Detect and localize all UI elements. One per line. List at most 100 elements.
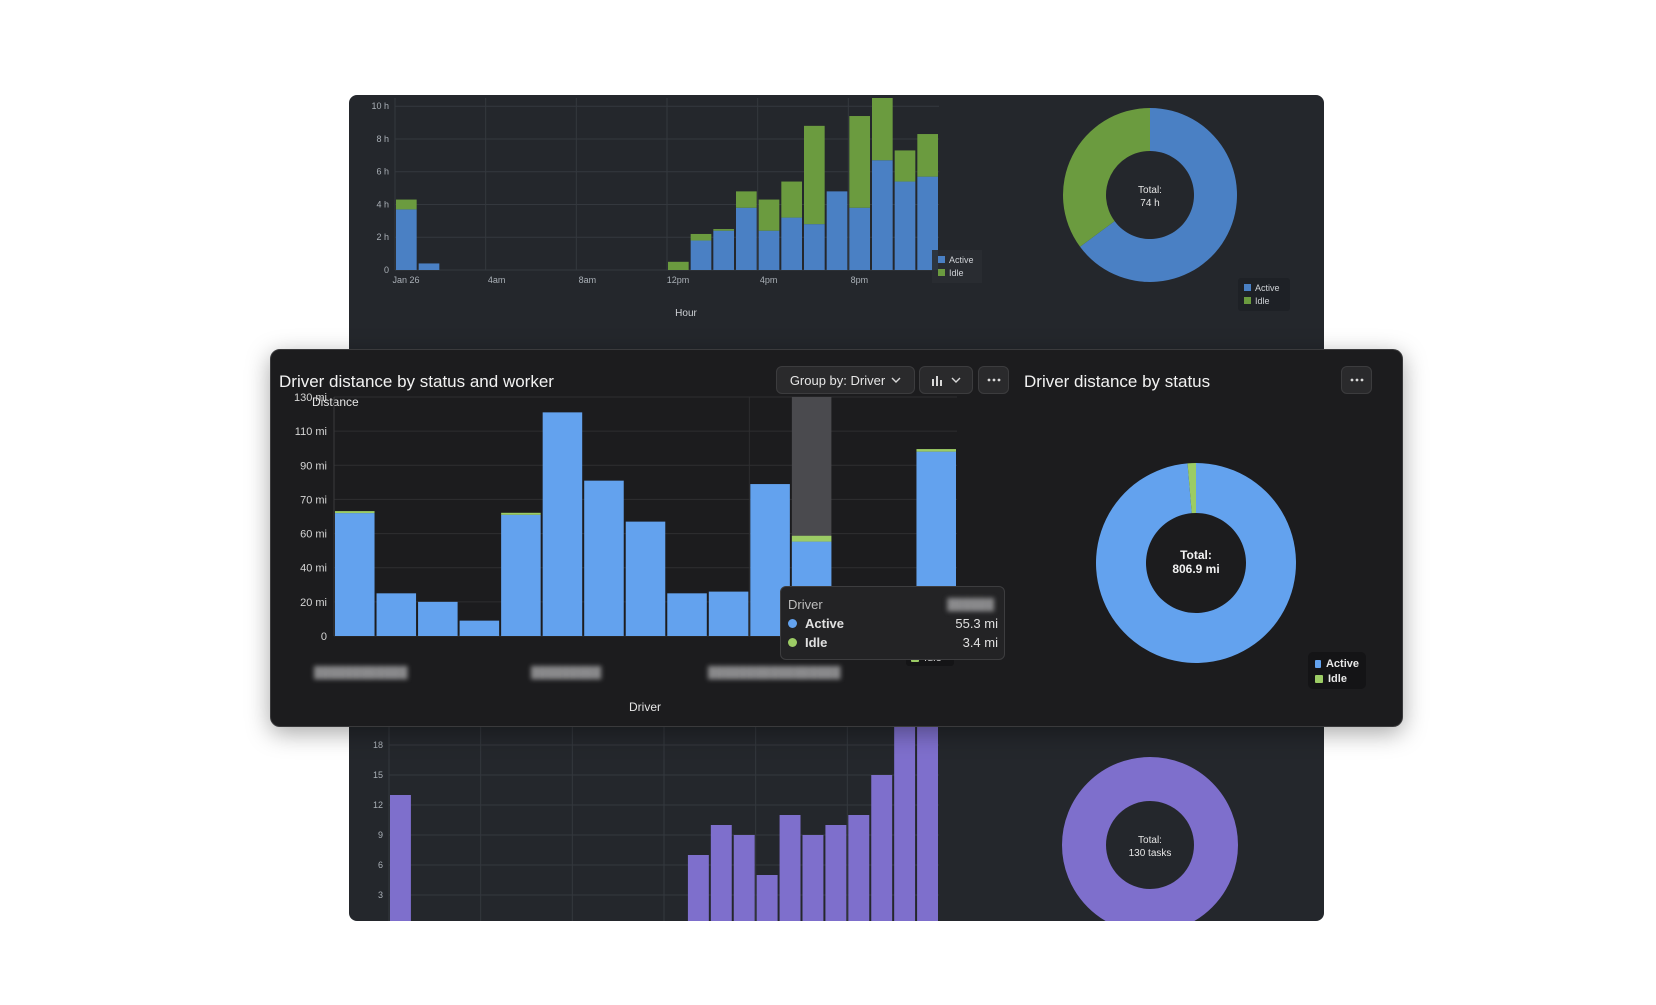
top-bar-idle[interactable] — [804, 125, 825, 225]
bar-active[interactable] — [418, 601, 458, 636]
y-tick-label: 110 mi — [295, 426, 327, 438]
top-bar-active[interactable] — [917, 176, 938, 270]
top-bar-active[interactable] — [894, 181, 916, 270]
top-x-tick-label: 12pm — [667, 275, 690, 285]
bar-active[interactable] — [501, 514, 541, 636]
top-bar-idle[interactable] — [758, 199, 780, 231]
bar-active[interactable] — [335, 513, 375, 636]
tasks-bar[interactable] — [733, 835, 755, 921]
tooltip-active-dot — [788, 619, 797, 628]
tooltip-driver-name-blurred: ██████ — [947, 598, 994, 611]
bar-idle[interactable] — [335, 511, 375, 514]
tasks-y-tick-label: 12 — [373, 800, 383, 810]
tasks-bar[interactable] — [756, 875, 778, 921]
tooltip-header: Driver — [788, 597, 823, 612]
top-bar-idle[interactable] — [690, 233, 712, 241]
tasks-bar[interactable] — [848, 815, 870, 921]
tasks-bar[interactable] — [871, 775, 893, 921]
bar-active[interactable] — [708, 591, 749, 636]
tooltip-active-value: 55.3 mi — [955, 616, 998, 631]
tasks-bar[interactable] — [917, 725, 938, 921]
top-bar-active[interactable] — [872, 160, 893, 270]
side-chart-title: Driver distance by status — [1024, 372, 1211, 391]
tasks-donut-total-value: 130 tasks — [1129, 848, 1172, 859]
bar-idle[interactable] — [501, 512, 541, 515]
top-y-tick-label: 10 h — [371, 101, 389, 111]
donut-idle-slice[interactable] — [1187, 463, 1196, 514]
top-legend-active-label: Active — [949, 255, 974, 265]
top-donut-legend-idle-swatch — [1244, 297, 1251, 304]
tasks-donut — [1062, 757, 1238, 921]
y-axis-title: Distance — [312, 395, 359, 409]
chevron-down-icon — [951, 377, 961, 383]
top-bar-active[interactable] — [736, 207, 757, 270]
tasks-y-tick-label: 18 — [373, 740, 383, 750]
tasks-y-tick-label: 3 — [378, 890, 383, 900]
tasks-bar[interactable] — [390, 795, 411, 921]
top-bar-active[interactable] — [418, 263, 440, 270]
x-axis-title: Driver — [629, 700, 661, 714]
bar-active[interactable] — [625, 521, 666, 636]
tasks-bar[interactable] — [687, 855, 709, 921]
group-by-dropdown[interactable]: Group by: Driver — [776, 366, 915, 394]
tasks-y-tick-label: 15 — [373, 770, 383, 780]
top-donut-active-slice[interactable] — [1080, 108, 1237, 282]
top-bar-idle[interactable] — [736, 191, 757, 208]
tasks-chart: 3 6 9 12 15 18 Total: 130 tasks — [373, 725, 1238, 921]
top-donut-legend-active-label: Active — [1255, 283, 1280, 293]
bar-active[interactable] — [542, 412, 583, 636]
donut-legend-idle-swatch — [1315, 674, 1323, 683]
top-bar-idle[interactable] — [713, 229, 734, 231]
driver-name-blurred: █████████ — [531, 667, 602, 679]
bar-chart-icon — [932, 376, 942, 386]
top-bar-active[interactable] — [826, 191, 848, 270]
donut-legend: Active Idle — [1308, 652, 1366, 689]
tooltip-idle-value: 3.4 mi — [962, 635, 998, 650]
bar-idle[interactable] — [916, 449, 956, 452]
top-bar-idle[interactable] — [849, 116, 870, 208]
top-bar-idle[interactable] — [917, 134, 938, 177]
top-x-tick-label: 4am — [488, 275, 506, 285]
bar-active[interactable] — [584, 480, 624, 636]
tasks-y-tick-label: 9 — [378, 830, 383, 840]
bar-active[interactable] — [459, 620, 500, 636]
top-bar-idle[interactable] — [781, 181, 802, 218]
top-bar-idle[interactable] — [872, 98, 893, 161]
chart-type-dropdown[interactable] — [919, 366, 973, 394]
tasks-bar[interactable] — [802, 835, 824, 921]
group-by-label: Group by: Driver — [789, 372, 886, 388]
top-legend-active-swatch — [938, 256, 945, 263]
top-bar-active[interactable] — [804, 224, 825, 270]
top-bar-active[interactable] — [713, 230, 734, 270]
top-legend-idle-swatch — [938, 269, 945, 276]
bar-idle[interactable] — [791, 535, 832, 542]
tasks-bar[interactable] — [710, 825, 732, 921]
top-bar-active[interactable] — [781, 217, 802, 270]
tasks-donut-ring[interactable] — [1062, 757, 1238, 921]
bar-active[interactable] — [667, 593, 707, 636]
top-donut-idle-slice[interactable] — [1063, 108, 1150, 247]
top-bar-idle[interactable] — [396, 199, 417, 210]
top-x-tick-label: 8pm — [851, 275, 869, 285]
more-options-button[interactable] — [978, 366, 1009, 394]
donut-active-slice[interactable] — [1096, 463, 1297, 663]
top-bar-active[interactable] — [396, 209, 417, 270]
side-more-options-button[interactable] — [1341, 366, 1372, 394]
y-tick-label: 130 mi — [294, 392, 327, 404]
driver-distance-card: Driver distance by status and worker Gro… — [270, 349, 1403, 727]
tasks-bar[interactable] — [894, 725, 916, 921]
top-bar-idle[interactable] — [668, 261, 689, 270]
tooltip-idle-label: Idle — [805, 635, 828, 650]
top-bar-active[interactable] — [690, 240, 712, 270]
ellipsis-icon — [1350, 378, 1363, 382]
top-bar-idle[interactable] — [894, 150, 916, 182]
top-bar-active[interactable] — [849, 207, 870, 270]
tasks-panel: 3 6 9 12 15 18 Total: 130 tasks — [349, 725, 1324, 921]
top-bar-active[interactable] — [758, 230, 780, 270]
tasks-bar[interactable] — [825, 825, 847, 921]
top-y-tick-label: 0 — [384, 265, 389, 275]
tasks-y-tick-label: 6 — [378, 860, 383, 870]
bar-active[interactable] — [376, 593, 417, 636]
tasks-bar[interactable] — [779, 815, 801, 921]
